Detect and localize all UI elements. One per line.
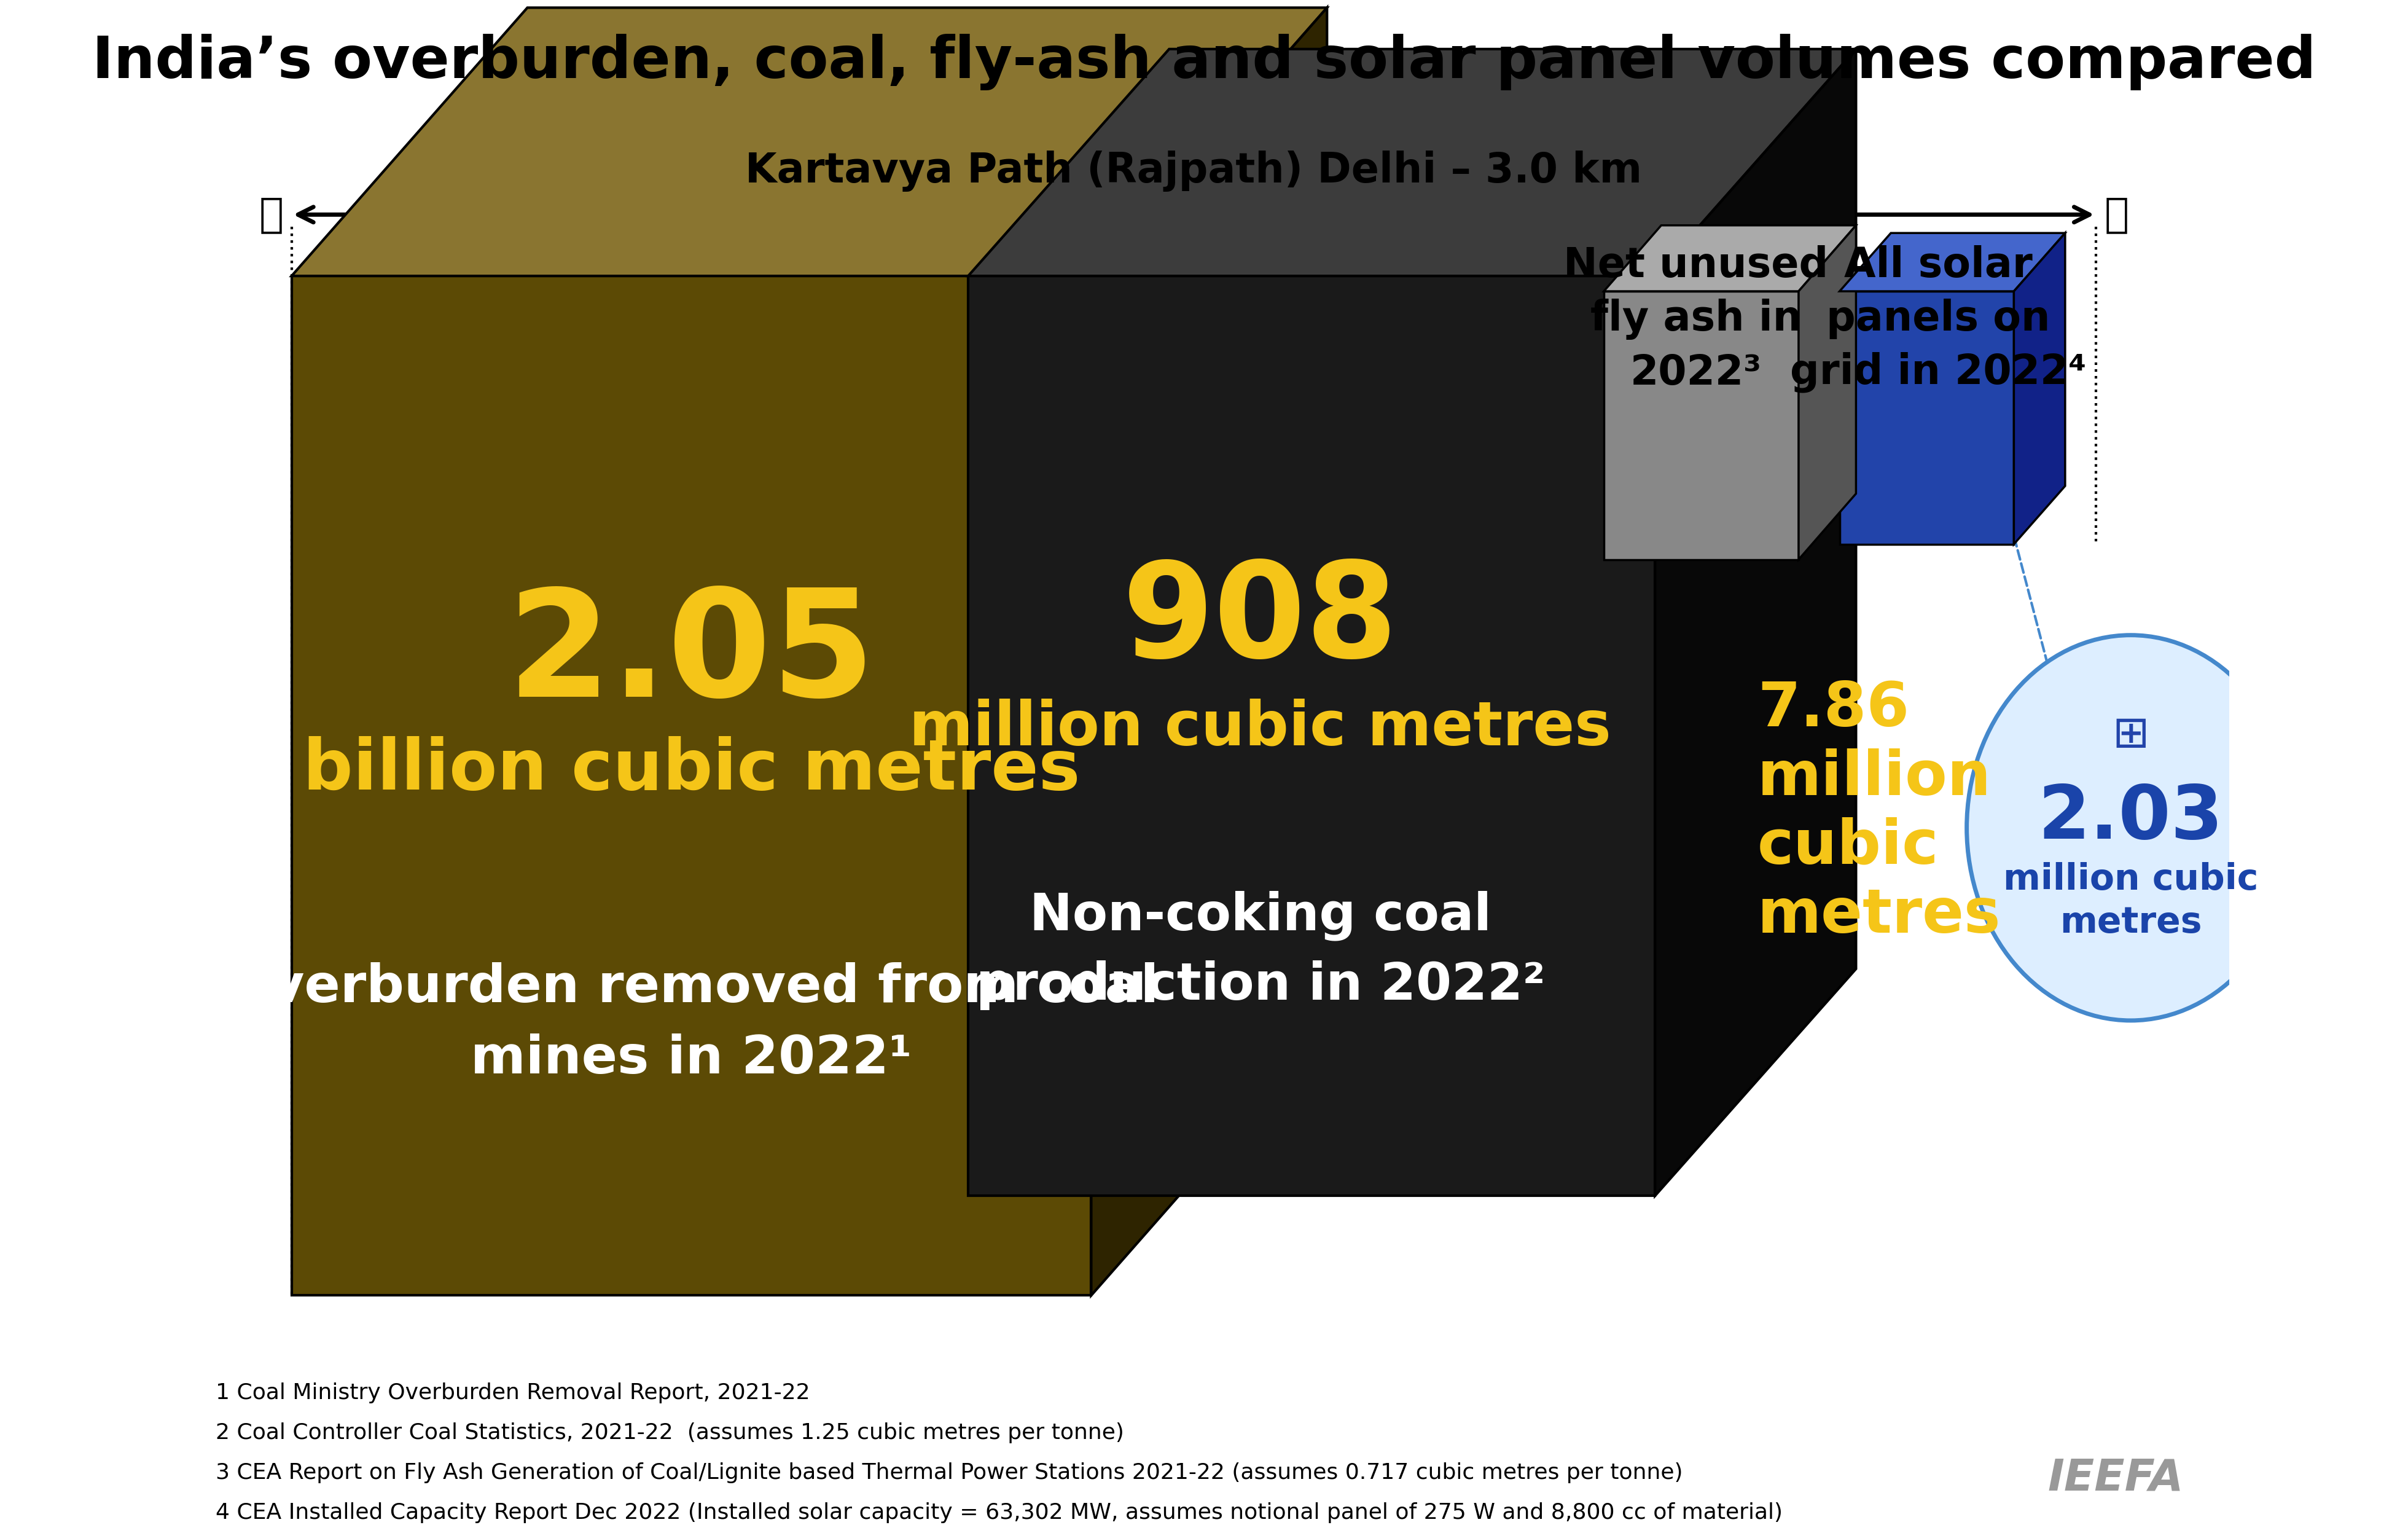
Polygon shape — [1654, 49, 1857, 1196]
Text: 2 Coal Controller Coal Statistics, 2021-22  (assumes 1.25 cubic metres per tonne: 2 Coal Controller Coal Statistics, 2021-… — [217, 1423, 1125, 1444]
Text: Overburden removed from coal
mines in 2022¹: Overburden removed from coal mines in 20… — [224, 963, 1158, 1084]
Text: 3 CEA Report on Fly Ash Generation of Coal/Lignite based Thermal Power Stations : 3 CEA Report on Fly Ash Generation of Co… — [217, 1462, 1683, 1484]
Ellipse shape — [1967, 635, 2295, 1021]
Text: billion cubic metres: billion cubic metres — [303, 736, 1081, 805]
Polygon shape — [291, 8, 1327, 276]
Polygon shape — [1799, 225, 1857, 560]
Text: 1 Coal Ministry Overburden Removal Report, 2021-22: 1 Coal Ministry Overburden Removal Repor… — [217, 1383, 809, 1404]
Text: Non-coking coal
production in 2022²: Non-coking coal production in 2022² — [975, 891, 1546, 1010]
Text: million cubic
metres: million cubic metres — [2003, 862, 2259, 940]
Text: All solar
panels on
grid in 2022⁴: All solar panels on grid in 2022⁴ — [1789, 245, 2085, 392]
Text: 🏛: 🏛 — [258, 195, 284, 235]
Polygon shape — [1604, 225, 1857, 291]
Text: 4 CEA Installed Capacity Report Dec 2022 (Installed solar capacity = 63,302 MW, : 4 CEA Installed Capacity Report Dec 2022… — [217, 1502, 1782, 1524]
Polygon shape — [1604, 291, 1799, 560]
Polygon shape — [2013, 233, 2066, 544]
Text: Net unused
fly ash in
2022³: Net unused fly ash in 2022³ — [1563, 245, 1828, 392]
Text: 2.05: 2.05 — [508, 583, 877, 728]
Text: million cubic metres: million cubic metres — [910, 699, 1611, 757]
Polygon shape — [1091, 8, 1327, 1295]
Polygon shape — [968, 276, 1654, 1196]
Text: 2.03: 2.03 — [2037, 782, 2223, 854]
Polygon shape — [1840, 233, 2066, 291]
Polygon shape — [968, 49, 1857, 276]
Text: Kartavya Path (Rajpath) Delhi – 3.0 km: Kartavya Path (Rajpath) Delhi – 3.0 km — [746, 150, 1642, 192]
Text: ⊞: ⊞ — [2112, 714, 2150, 756]
Text: 7.86
million
cubic
metres: 7.86 million cubic metres — [1758, 679, 2001, 946]
Polygon shape — [1840, 291, 2013, 544]
Text: 🗑: 🗑 — [2105, 195, 2129, 235]
Text: 908: 908 — [1122, 556, 1399, 685]
Polygon shape — [291, 276, 1091, 1295]
Text: IEEFA: IEEFA — [2047, 1456, 2184, 1499]
Text: India’s overburden, coal, fly-ash and solar panel volumes compared: India’s overburden, coal, fly-ash and so… — [92, 34, 2316, 90]
